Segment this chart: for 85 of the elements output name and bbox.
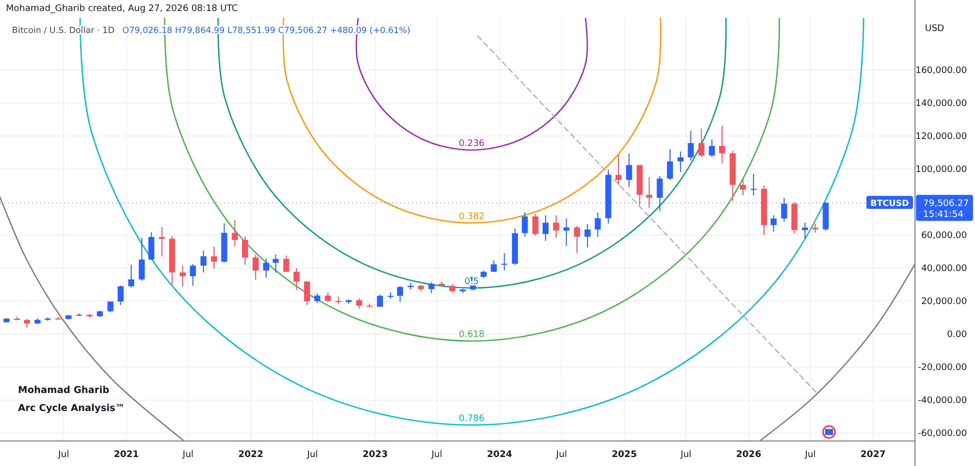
- candlestick: [118, 285, 124, 306]
- candlestick: [190, 264, 196, 286]
- candlestick: [304, 280, 310, 306]
- x-tick-label: Jul: [555, 450, 568, 460]
- candlestick: [770, 214, 777, 232]
- series-label: 0.236: [458, 139, 485, 150]
- ref-line-label: BTCUSD: [870, 198, 909, 209]
- y-tick-label: 140,000.00: [915, 99, 968, 110]
- candlestick: [293, 267, 300, 290]
- x-tick-label: Jul: [182, 450, 194, 460]
- candlestick: [314, 292, 320, 304]
- candlestick: [501, 252, 508, 271]
- candlestick: [428, 282, 434, 294]
- candlestick: [626, 153, 632, 188]
- x-tick-label: 2026: [736, 450, 762, 460]
- candlestick: [138, 237, 145, 282]
- candlestick: [180, 265, 186, 288]
- candlestick: [802, 222, 808, 239]
- series-label: 0.786: [458, 414, 485, 424]
- y-tick-label: 20,000.00: [921, 297, 968, 308]
- x-tick-label: Jul: [680, 450, 692, 460]
- candlestick: [158, 226, 165, 257]
- y-tick-label: -20,000.00: [918, 363, 968, 374]
- candlestick: [584, 224, 591, 248]
- x-tick-label: 2025: [612, 450, 637, 460]
- x-tick-label: 2021: [114, 450, 139, 460]
- candlestick: [522, 212, 528, 238]
- candlestick: [740, 178, 746, 196]
- y-axis-title: USD: [925, 24, 944, 34]
- annotation: Mohamad Gharib: [18, 385, 110, 396]
- candlestick: [148, 232, 154, 260]
- x-tick-label: Jul: [306, 450, 318, 460]
- candlestick: [616, 154, 622, 186]
- candlestick: [324, 292, 331, 302]
- y-tick-label: 120,000.00: [915, 132, 968, 142]
- candlestick: [128, 264, 134, 288]
- candlestick: [750, 173, 756, 196]
- y-tick-label: 40,000.00: [921, 264, 968, 274]
- y-tick-label: -60,000.00: [918, 429, 968, 440]
- candlestick: [211, 246, 218, 270]
- candlestick: [812, 222, 818, 234]
- candlestick: [252, 254, 259, 280]
- candlestick: [563, 218, 570, 246]
- candlestick: [708, 138, 715, 158]
- y-tick-label: 160,000.00: [915, 66, 968, 76]
- candlestick: [698, 128, 704, 158]
- candlestick: [574, 225, 580, 254]
- y-tick-label: 60,000.00: [921, 231, 968, 242]
- candlestick: [542, 214, 549, 242]
- candlestick: [232, 220, 238, 247]
- candlestick: [283, 255, 290, 272]
- annotation: Arc Cycle Analysis™: [18, 403, 125, 414]
- candlestick: [719, 125, 726, 164]
- candlestick: [200, 250, 206, 273]
- y-tick-label: 0.00: [946, 330, 968, 340]
- candlestick: [242, 236, 248, 266]
- series-label: 0.618: [458, 330, 485, 340]
- candlestick: [263, 258, 270, 278]
- candlestick: [490, 260, 497, 272]
- candlestick: [397, 285, 404, 302]
- candlestick: [678, 151, 684, 172]
- candlestick: [553, 214, 560, 238]
- x-tick-label: Jul: [804, 450, 816, 460]
- candlestick: [656, 175, 663, 212]
- candlestick: [376, 294, 383, 308]
- candlestick: [688, 130, 694, 162]
- candlestick: [532, 213, 538, 236]
- x-tick-label: 2027: [860, 450, 886, 460]
- x-tick-label: 2022: [238, 450, 264, 460]
- series-label: 0.382: [458, 212, 485, 222]
- text: 15:41:54: [923, 210, 964, 220]
- candlestick: [646, 176, 652, 208]
- candlestick: [666, 148, 673, 180]
- x-tick-label: 2024: [487, 450, 512, 460]
- x-tick-label: Jul: [430, 450, 442, 460]
- text: 79,506.27: [923, 198, 969, 209]
- x-tick-label: 2023: [362, 450, 388, 460]
- candlestick: [356, 298, 362, 310]
- candlestick: [272, 254, 279, 274]
- candlestick: [594, 212, 601, 238]
- y-tick-label: -40,000.00: [918, 396, 968, 406]
- x-tick-label: Jul: [57, 450, 70, 460]
- text: Mohamad_Gharib created, Aug 27, 2026 08:18 UTC: [6, 4, 238, 14]
- candlestick: [781, 197, 788, 222]
- y-tick-label: 100,000.00: [915, 165, 968, 176]
